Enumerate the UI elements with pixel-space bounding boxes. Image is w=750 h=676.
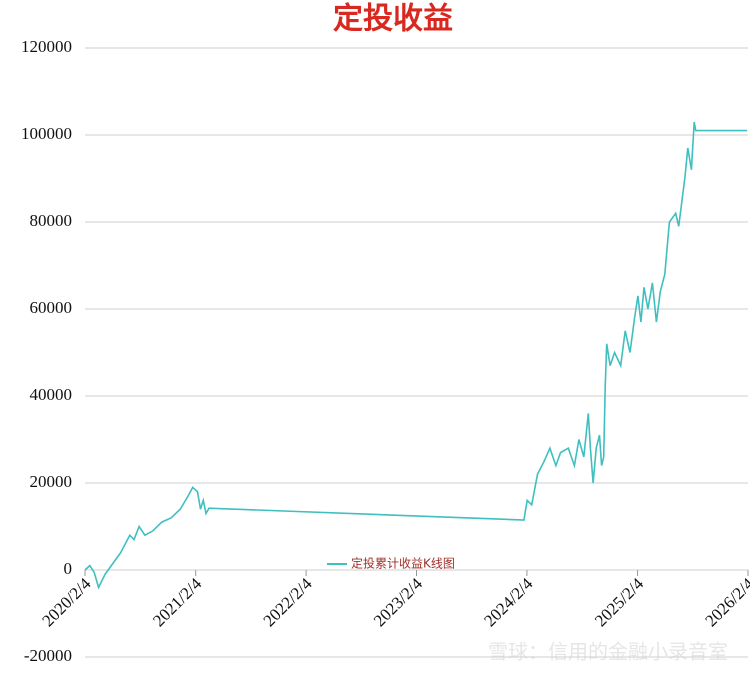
y-tick-label: 60000 [30, 298, 73, 317]
legend-label: 定投累计收益K线图 [351, 556, 455, 571]
x-tick-label: 2022/2/4 [260, 574, 317, 631]
x-tick-label: 2024/2/4 [480, 574, 537, 631]
x-tick-label: 2026/2/4 [701, 574, 750, 631]
x-tick-label: 2023/2/4 [370, 574, 427, 631]
y-tick-label: 20000 [30, 472, 73, 491]
y-tick-label: 80000 [30, 211, 73, 230]
x-tick-label: 2020/2/4 [38, 574, 95, 631]
x-tick-label: 2025/2/4 [591, 574, 648, 631]
y-tick-label: 100000 [21, 124, 72, 143]
chart-title: 定投收益 [333, 2, 453, 37]
y-tick-label: 120000 [21, 37, 72, 56]
y-tick-label: -20000 [24, 646, 72, 665]
line [84, 121, 748, 590]
y-tick-label: 0 [64, 559, 73, 578]
x-tick-label: 2021/2/4 [149, 574, 206, 631]
y-tick-label: 40000 [30, 385, 73, 404]
watermark: 雪球：信用的金融小录音室 [488, 640, 728, 664]
